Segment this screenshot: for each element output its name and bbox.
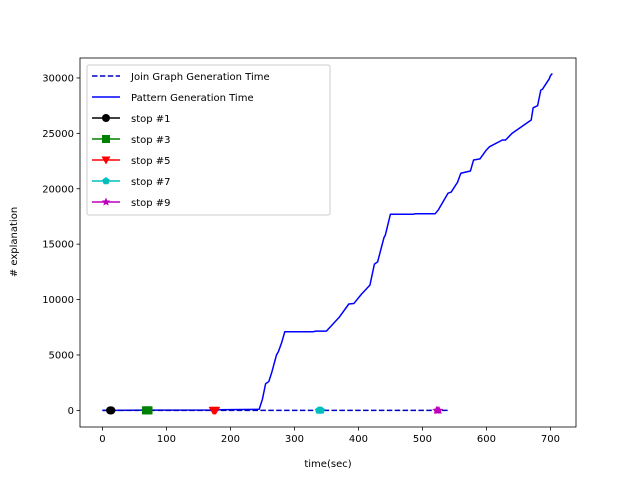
legend-marker bbox=[101, 197, 111, 206]
x-tick-label: 700 bbox=[541, 434, 560, 445]
legend-marker bbox=[101, 156, 111, 165]
legend-label: stop #1 bbox=[131, 114, 171, 125]
y-tick-label: 15000 bbox=[42, 240, 74, 251]
legend-label: stop #3 bbox=[131, 135, 171, 146]
series-5 bbox=[208, 406, 221, 415]
ticks-layer: 0 100 200 300 400 500 600 700 0 5000 10000 15000 200… bbox=[42, 73, 560, 445]
x-tick-label: 200 bbox=[221, 434, 240, 445]
series-2 bbox=[102, 73, 553, 412]
legend-label: Pattern Generation Time bbox=[131, 93, 254, 104]
legend-entry: stop #1 bbox=[92, 114, 171, 125]
x-tick-label: 0 bbox=[99, 434, 105, 445]
plot-frame bbox=[79, 57, 577, 428]
x-tick-label: 100 bbox=[157, 434, 176, 445]
y-tick-label: 25000 bbox=[42, 129, 74, 140]
legend-entry: stop #5 bbox=[92, 156, 171, 167]
legend-entry: stop #7 bbox=[92, 177, 171, 188]
x-tick-label: 400 bbox=[349, 434, 368, 445]
x-tick-label: 500 bbox=[413, 434, 432, 445]
series-3 bbox=[106, 406, 116, 415]
data-point bbox=[211, 406, 221, 415]
data-point bbox=[144, 406, 153, 415]
y-axis-label: # explanation bbox=[9, 207, 20, 277]
x-tick-label: 300 bbox=[285, 434, 304, 445]
series-7 bbox=[432, 405, 444, 415]
data-point bbox=[317, 406, 326, 414]
legend-label: Join Graph Generation Time bbox=[130, 72, 270, 83]
legend-marker bbox=[102, 135, 110, 143]
y-tick-label: 0 bbox=[68, 406, 74, 417]
series-6 bbox=[314, 406, 326, 414]
legend-marker bbox=[102, 114, 110, 122]
x-axis-label: time(sec) bbox=[304, 459, 351, 470]
legend-entry: stop #9 bbox=[92, 197, 171, 209]
legend-label: stop #7 bbox=[131, 177, 171, 188]
y-tick-label: 30000 bbox=[42, 73, 74, 84]
axes-layer bbox=[79, 57, 577, 428]
legend-box bbox=[86, 64, 331, 216]
legend-label: stop #9 bbox=[131, 198, 171, 209]
y-tick-label: 10000 bbox=[42, 295, 74, 306]
data-point bbox=[107, 406, 116, 415]
data-point bbox=[434, 405, 444, 415]
x-tick-label: 600 bbox=[477, 434, 496, 445]
series-4 bbox=[141, 406, 153, 415]
legend-marker bbox=[102, 177, 110, 185]
y-tick-label: 20000 bbox=[42, 184, 74, 195]
legend-entry: stop #3 bbox=[92, 135, 171, 146]
y-tick-label: 5000 bbox=[49, 350, 74, 361]
series-layer bbox=[102, 73, 553, 415]
legend-entry: Join Graph Generation Time bbox=[92, 72, 270, 83]
series-line bbox=[102, 73, 553, 412]
legend-entry: Pattern Generation Time bbox=[92, 93, 254, 104]
legend: Join Graph Generation Time Pattern Genera… bbox=[86, 64, 331, 216]
legend-label: stop #5 bbox=[131, 156, 171, 167]
